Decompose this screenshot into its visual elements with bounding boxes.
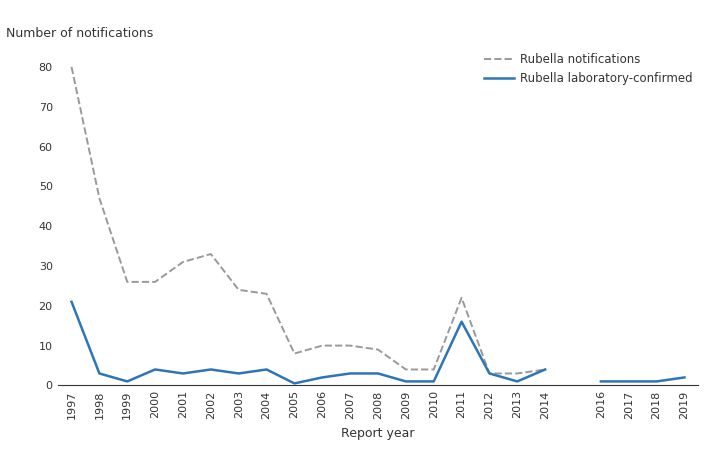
Rubella notifications bbox=[95, 196, 104, 201]
Rubella laboratory-confirmed bbox=[513, 379, 521, 384]
Legend: Rubella notifications, Rubella laboratory-confirmed: Rubella notifications, Rubella laborator… bbox=[485, 53, 693, 85]
Line: Rubella laboratory-confirmed: Rubella laboratory-confirmed bbox=[71, 302, 545, 384]
Rubella notifications bbox=[150, 279, 159, 285]
Rubella notifications bbox=[541, 367, 549, 372]
Rubella laboratory-confirmed bbox=[207, 367, 215, 372]
Rubella notifications bbox=[207, 251, 215, 257]
Rubella laboratory-confirmed bbox=[346, 371, 354, 376]
Rubella laboratory-confirmed bbox=[67, 299, 76, 305]
Rubella notifications bbox=[235, 287, 243, 293]
Rubella laboratory-confirmed bbox=[374, 371, 382, 376]
Rubella notifications bbox=[262, 291, 271, 297]
Rubella laboratory-confirmed bbox=[235, 371, 243, 376]
Rubella notifications bbox=[318, 343, 327, 348]
Rubella notifications bbox=[123, 279, 132, 285]
Rubella laboratory-confirmed bbox=[290, 381, 299, 386]
Rubella notifications bbox=[485, 371, 494, 376]
Rubella laboratory-confirmed bbox=[485, 371, 494, 376]
Rubella notifications bbox=[346, 343, 354, 348]
Rubella notifications bbox=[290, 351, 299, 356]
Rubella laboratory-confirmed bbox=[262, 367, 271, 372]
Rubella laboratory-confirmed bbox=[429, 379, 438, 384]
Rubella laboratory-confirmed bbox=[179, 371, 187, 376]
Rubella laboratory-confirmed bbox=[541, 367, 549, 372]
Text: Number of notifications: Number of notifications bbox=[6, 27, 153, 40]
Rubella laboratory-confirmed bbox=[318, 375, 327, 380]
Rubella notifications bbox=[179, 259, 187, 265]
Rubella notifications bbox=[513, 371, 521, 376]
Rubella notifications bbox=[402, 367, 410, 372]
Rubella notifications bbox=[457, 295, 466, 301]
Rubella laboratory-confirmed bbox=[95, 371, 104, 376]
Line: Rubella notifications: Rubella notifications bbox=[71, 67, 545, 374]
Rubella laboratory-confirmed bbox=[457, 319, 466, 324]
X-axis label: Report year: Report year bbox=[341, 427, 415, 440]
Rubella laboratory-confirmed bbox=[402, 379, 410, 384]
Rubella laboratory-confirmed bbox=[150, 367, 159, 372]
Rubella notifications bbox=[374, 347, 382, 352]
Rubella notifications bbox=[429, 367, 438, 372]
Rubella notifications bbox=[67, 64, 76, 70]
Rubella laboratory-confirmed bbox=[123, 379, 132, 384]
